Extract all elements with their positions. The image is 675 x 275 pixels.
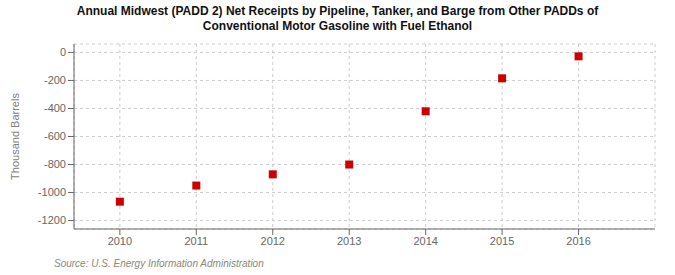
svg-text:-1000: -1000 xyxy=(38,186,66,198)
svg-text:0: 0 xyxy=(60,46,66,58)
svg-text:2012: 2012 xyxy=(261,235,285,247)
svg-text:Thousand Barrels: Thousand Barrels xyxy=(9,93,21,180)
svg-text:-400: -400 xyxy=(44,102,66,114)
svg-text:-800: -800 xyxy=(44,158,66,170)
svg-text:2013: 2013 xyxy=(337,235,361,247)
svg-text:-200: -200 xyxy=(44,74,66,86)
html-text:Source: U.S. Energy Informatio: Source: U.S. Energy Information Administ… xyxy=(54,258,264,269)
svg-text:2014: 2014 xyxy=(413,235,437,247)
svg-text:-1200: -1200 xyxy=(38,214,66,226)
svg-text:-600: -600 xyxy=(44,130,66,142)
svg-text:2011: 2011 xyxy=(184,235,208,247)
svg-text:2016: 2016 xyxy=(566,235,590,247)
html-text:Conventional Motor Gasoline wi: Conventional Motor Gasoline with Fuel Et… xyxy=(202,19,473,33)
svg-text:2015: 2015 xyxy=(490,235,514,247)
html-text:Annual Midwest (PADD 2) Net Re: Annual Midwest (PADD 2) Net Receipts by … xyxy=(76,4,599,18)
svg-text:2010: 2010 xyxy=(108,235,132,247)
